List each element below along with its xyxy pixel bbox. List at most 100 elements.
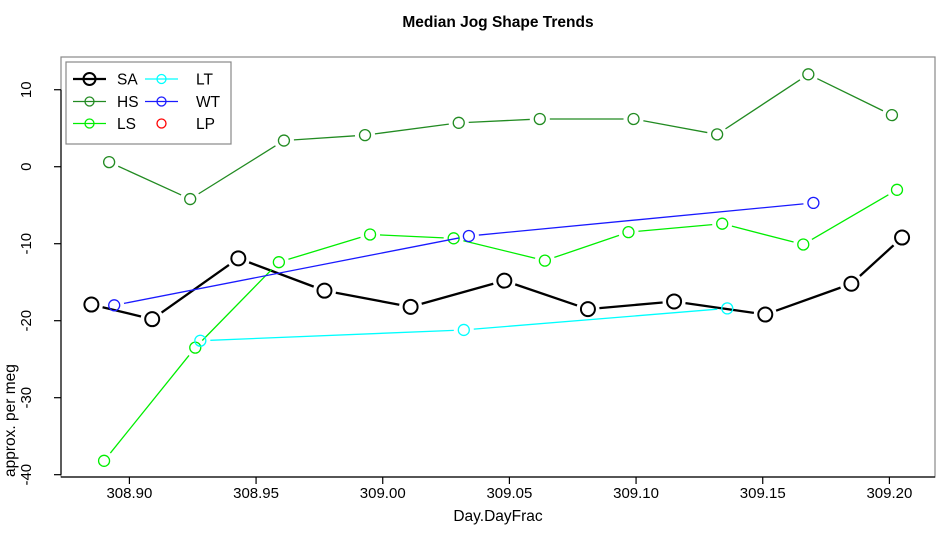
y-tick-label: -30 bbox=[18, 387, 35, 409]
y-tick-label: 10 bbox=[18, 81, 35, 98]
data-point-open-circle-icon bbox=[316, 282, 333, 299]
data-point-open-circle-icon bbox=[579, 301, 596, 318]
legend-label: HS bbox=[117, 94, 139, 111]
series-line-segment bbox=[102, 306, 142, 318]
series-line-segment bbox=[817, 78, 884, 112]
data-point-open-circle-icon bbox=[496, 272, 513, 289]
data-point-open-circle-icon bbox=[894, 229, 911, 246]
data-point-open-circle-icon bbox=[802, 68, 815, 81]
series-line-segment bbox=[775, 286, 841, 312]
series-line-segment bbox=[725, 79, 801, 130]
series-line-segment bbox=[293, 135, 356, 141]
legend-label: SA bbox=[117, 72, 138, 89]
legend-open-circle-icon bbox=[156, 96, 167, 107]
data-point-open-circle-icon bbox=[184, 192, 197, 206]
y-tick-label: -20 bbox=[18, 310, 35, 332]
legend-entry-LT: LT bbox=[145, 72, 213, 89]
series-line-segment bbox=[109, 355, 190, 454]
series-line-segment bbox=[859, 244, 895, 277]
series-line-segment bbox=[210, 329, 454, 341]
legend-open-circle-icon bbox=[156, 118, 167, 129]
series-line-segment bbox=[731, 225, 794, 243]
legend: SA HS LS LT WT LP bbox=[65, 61, 232, 145]
series-line-segment bbox=[421, 282, 494, 305]
series-line-segment bbox=[599, 301, 663, 310]
chart-title: Median Jog Shape Trends bbox=[402, 14, 594, 31]
x-tick-label: 309.00 bbox=[360, 485, 406, 502]
data-point-open-circle-icon bbox=[538, 254, 552, 267]
legend-entry-HS: HS bbox=[73, 94, 139, 111]
y-tick-label: 0 bbox=[18, 163, 35, 171]
y-axis-label: approx. per meg bbox=[2, 364, 19, 477]
data-point-open-circle-icon bbox=[402, 298, 419, 315]
series-line-segment bbox=[374, 123, 449, 135]
series-line-segment bbox=[478, 203, 804, 236]
data-point-open-circle-icon bbox=[144, 311, 161, 328]
series-line-segment bbox=[335, 291, 400, 306]
data-point-open-circle-icon bbox=[890, 183, 904, 196]
series-line-segment bbox=[123, 237, 460, 305]
legend-label: LP bbox=[196, 116, 215, 133]
legend-label: WT bbox=[196, 94, 221, 111]
data-point-open-circle-icon bbox=[843, 275, 860, 292]
legend-open-circle-icon bbox=[84, 118, 95, 129]
data-point-open-circle-icon bbox=[272, 256, 286, 269]
data-point-open-circle-icon bbox=[363, 228, 377, 241]
data-point-open-circle-icon bbox=[447, 232, 460, 245]
data-point-open-circle-icon bbox=[457, 323, 470, 337]
legend-open-circle-icon bbox=[84, 96, 95, 107]
data-point-open-circle-icon bbox=[358, 128, 372, 142]
series-line-segment bbox=[201, 268, 273, 341]
series-line-segment bbox=[473, 308, 718, 330]
series-line-segment bbox=[638, 223, 713, 232]
series-LS bbox=[97, 183, 904, 467]
series-line-segment bbox=[514, 283, 578, 307]
x-tick-label: 308.90 bbox=[106, 485, 152, 502]
legend-entry-SA: SA bbox=[73, 72, 138, 89]
legend-entry-WT: WT bbox=[145, 94, 221, 111]
data-point-open-circle-icon bbox=[102, 155, 116, 169]
y-tick-label: -40 bbox=[18, 464, 35, 486]
x-tick-label: 308.95 bbox=[233, 485, 279, 502]
data-point-open-circle-icon bbox=[452, 116, 465, 129]
x-axis-label: Day.DayFrac bbox=[453, 508, 543, 525]
data-point-open-circle-icon bbox=[710, 128, 724, 141]
data-point-open-circle-icon bbox=[807, 196, 820, 210]
series-line-segment bbox=[160, 264, 230, 314]
series-line-segment bbox=[554, 234, 620, 259]
data-point-open-circle-icon bbox=[721, 302, 734, 315]
legend-label: LS bbox=[117, 116, 136, 133]
data-point-open-circle-icon bbox=[97, 454, 111, 467]
data-point-open-circle-icon bbox=[230, 250, 247, 267]
legend-entry-LP: LP bbox=[156, 116, 215, 133]
x-tick-label: 309.15 bbox=[740, 485, 786, 502]
legend-open-circle-icon bbox=[82, 72, 97, 86]
series-line-segment bbox=[288, 236, 361, 260]
series-line-segment bbox=[380, 234, 444, 239]
series-line-segment bbox=[468, 118, 530, 124]
data-point-open-circle-icon bbox=[462, 229, 476, 243]
data-point-open-circle-icon bbox=[885, 108, 899, 122]
data-point-open-circle-icon bbox=[83, 296, 100, 313]
series-SA bbox=[83, 229, 911, 328]
legend-label: LT bbox=[196, 72, 213, 89]
data-point-open-circle-icon bbox=[194, 334, 207, 347]
data-point-open-circle-icon bbox=[108, 299, 121, 312]
x-tick-label: 309.05 bbox=[486, 485, 532, 502]
data-point-open-circle-icon bbox=[666, 293, 683, 310]
series-line-segment bbox=[811, 194, 889, 241]
x-tick-label: 309.10 bbox=[613, 485, 659, 502]
data-point-open-circle-icon bbox=[622, 226, 635, 239]
series-line-segment bbox=[117, 165, 182, 196]
series-line-segment bbox=[463, 240, 536, 259]
data-point-open-circle-icon bbox=[757, 306, 774, 323]
data-point-open-circle-icon bbox=[797, 238, 810, 251]
legend-open-circle-icon bbox=[156, 73, 167, 85]
series-LT bbox=[194, 302, 734, 347]
x-tick-label: 309.20 bbox=[866, 485, 912, 502]
data-point-open-circle-icon bbox=[533, 112, 546, 126]
series-line-segment bbox=[198, 145, 276, 195]
series-line-segment bbox=[248, 261, 315, 288]
